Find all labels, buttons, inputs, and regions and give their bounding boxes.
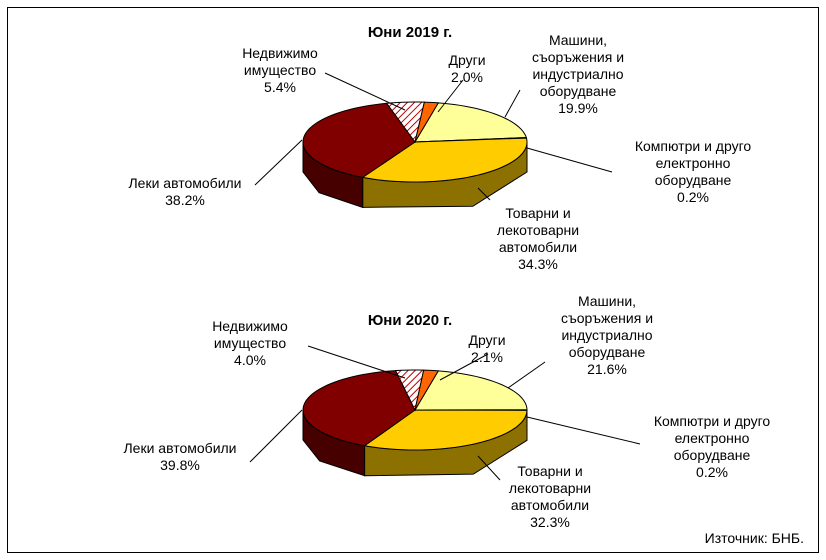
pie-slice bbox=[302, 370, 416, 447]
category-label: Машини, съоръжения и индустриално оборуд… bbox=[531, 32, 625, 99]
leader-line bbox=[504, 89, 521, 118]
slice-label: Товарни и лекотоварни автомобили 34.3% bbox=[497, 205, 579, 273]
slice-label: Компютри и друго електронно оборудване 0.… bbox=[654, 413, 770, 481]
slice-label: Машини, съоръжения и индустриално оборуд… bbox=[532, 32, 624, 117]
source-note: Източник: БНБ. bbox=[704, 530, 804, 546]
leader-line bbox=[437, 79, 464, 113]
slice-label: Недвижимо имущество 4.0% bbox=[212, 318, 288, 369]
leader-line bbox=[249, 409, 303, 463]
slice-label: Машини, съоръжения и индустриално оборуд… bbox=[561, 293, 653, 378]
frame bbox=[7, 7, 819, 553]
category-label: Други bbox=[448, 52, 486, 68]
slice-label: Леки автомобили 39.8% bbox=[123, 440, 236, 474]
leader-line bbox=[254, 139, 303, 186]
category-label: Товарни и лекотоварни автомобили bbox=[496, 205, 580, 255]
pie-slice bbox=[394, 369, 425, 412]
value-label: 0.2% bbox=[696, 464, 728, 480]
leader-line bbox=[439, 353, 489, 381]
value-label: 0.2% bbox=[677, 189, 709, 205]
slice-label: Товарни и лекотоварни автомобили 32.3% bbox=[509, 463, 591, 531]
chart-title: Юни 2019 г. bbox=[367, 24, 453, 41]
category-label: Недвижимо имущество bbox=[212, 318, 288, 351]
pie-slice bbox=[414, 370, 528, 411]
pie-slice bbox=[302, 102, 416, 178]
chart-title: Юни 2020 г. bbox=[367, 312, 453, 329]
value-label: 38.2% bbox=[165, 192, 205, 208]
category-label: Леки автомобили bbox=[128, 175, 242, 191]
value-label: 19.9% bbox=[558, 100, 598, 116]
category-label: Компютри и друго електронно оборудване bbox=[634, 138, 752, 188]
leader-line bbox=[307, 345, 406, 379]
category-label: Компютри и друго електронно оборудване bbox=[653, 413, 771, 463]
category-label: Недвижимо имущество bbox=[242, 45, 318, 78]
value-label: 2.1% bbox=[471, 349, 503, 365]
slice-label: Леки автомобили 38.2% bbox=[128, 175, 241, 209]
category-label: Леки автомобили bbox=[123, 440, 237, 456]
slice-label: Други 2.0% bbox=[448, 52, 485, 86]
value-label: 2.0% bbox=[451, 69, 483, 85]
leader-line bbox=[526, 416, 641, 445]
category-label: Товарни и лекотоварни автомобили bbox=[508, 463, 592, 513]
pie-slice bbox=[363, 409, 528, 451]
slice-label: Недвижимо имущество 5.4% bbox=[242, 45, 318, 96]
pie-slice bbox=[414, 101, 440, 143]
category-label: Машини, съоръжения и индустриално оборуд… bbox=[560, 293, 654, 360]
pie-slice bbox=[414, 369, 440, 411]
value-label: 34.3% bbox=[518, 256, 558, 272]
value-label: 39.8% bbox=[160, 457, 200, 473]
leader-line bbox=[477, 187, 491, 201]
pie-slice bbox=[361, 137, 528, 183]
category-label: Други bbox=[468, 332, 506, 348]
slice-label: Други 2.1% bbox=[468, 332, 505, 366]
value-label: 32.3% bbox=[530, 514, 570, 530]
value-label: 21.6% bbox=[587, 361, 627, 377]
value-label: 5.4% bbox=[264, 79, 296, 95]
slice-label: Компютри и друго електронно оборудване 0.… bbox=[635, 138, 751, 206]
leader-line bbox=[477, 455, 501, 481]
pie-slice bbox=[414, 102, 528, 143]
leader-line bbox=[324, 72, 406, 111]
leader-line bbox=[526, 147, 613, 173]
value-label: 4.0% bbox=[234, 352, 266, 368]
leader-line bbox=[507, 361, 546, 389]
